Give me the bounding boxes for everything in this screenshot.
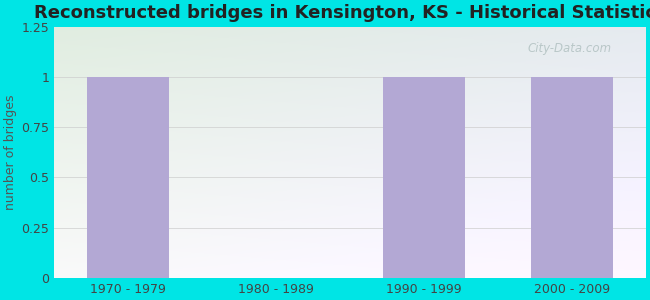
Bar xyxy=(384,77,465,278)
Text: City-Data.com: City-Data.com xyxy=(528,42,612,55)
Bar xyxy=(88,77,169,278)
Title: Reconstructed bridges in Kensington, KS - Historical Statistics: Reconstructed bridges in Kensington, KS … xyxy=(34,4,650,22)
Y-axis label: number of bridges: number of bridges xyxy=(4,94,17,210)
Bar xyxy=(531,77,612,278)
